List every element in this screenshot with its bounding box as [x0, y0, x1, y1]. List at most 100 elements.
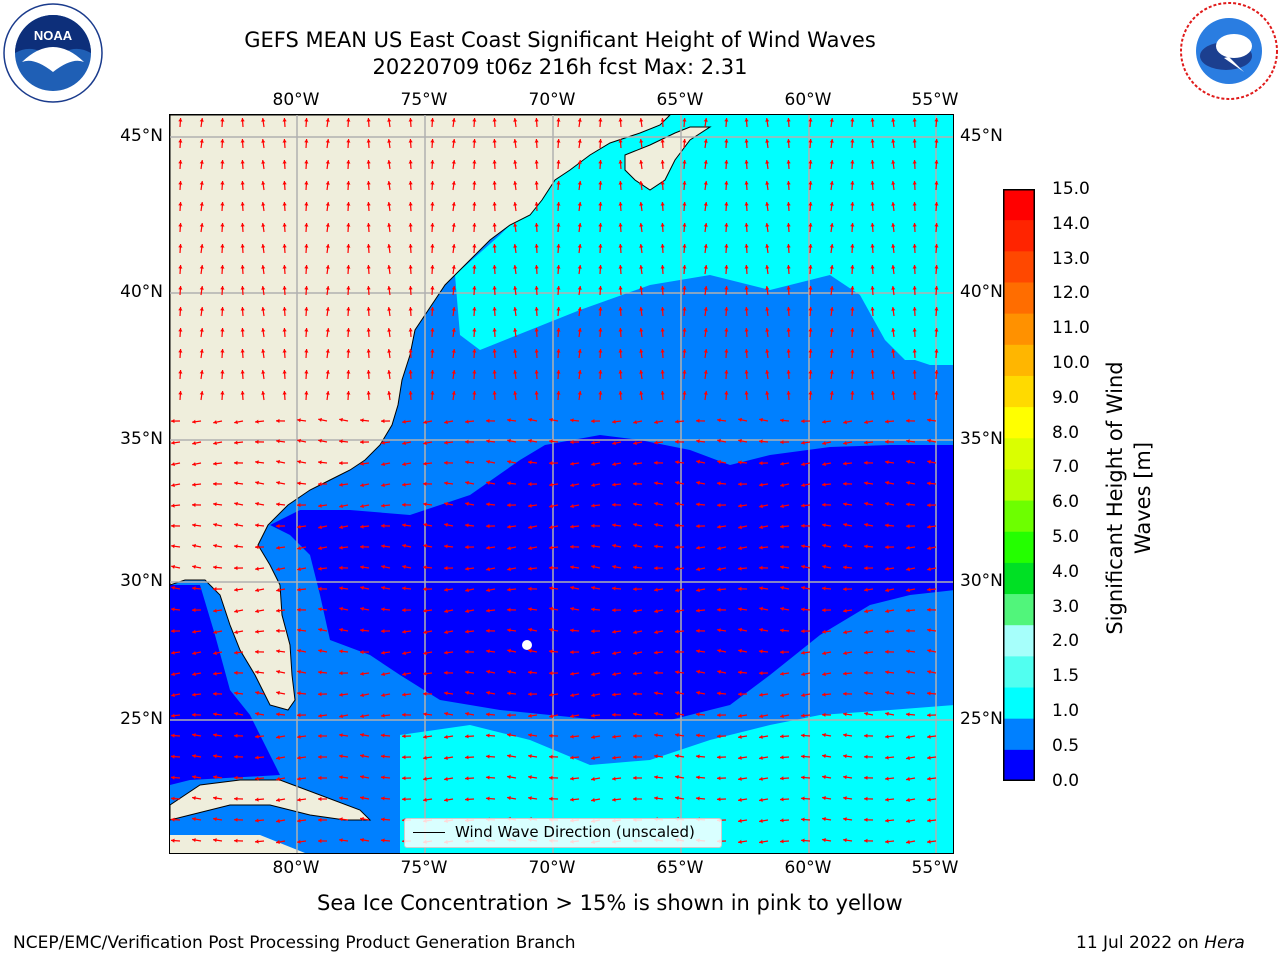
wave-arrow-head — [465, 690, 469, 695]
wave-arrow-head — [618, 265, 623, 269]
wave-arrow-head — [912, 307, 917, 311]
wave-arrow-head — [240, 160, 245, 164]
wave-arrow-head — [451, 349, 456, 353]
wave-arrow-head — [556, 202, 561, 206]
lon-tick-bottom-80w: 80°W — [272, 858, 320, 878]
lon-tick-top-70w: 70°W — [528, 90, 576, 110]
wave-arrow-head — [801, 544, 805, 549]
lat-tick-left-30n: 30°N — [120, 571, 163, 591]
wave-arrow-head — [639, 244, 644, 248]
wave-arrow-head — [261, 307, 266, 311]
wave-arrow-head — [717, 546, 721, 551]
wave-arrow-head — [430, 265, 435, 269]
wave-arrow-head — [297, 755, 301, 760]
wave-arrow-head — [492, 349, 497, 353]
wave-arrow-head — [507, 648, 511, 653]
wave-arrow-head — [192, 754, 196, 759]
colorbar-frame — [1003, 189, 1035, 781]
colorbar-tick-label: 1.5 — [1052, 666, 1080, 687]
wave-arrow-head — [717, 418, 721, 423]
wave-arrow-head — [444, 711, 448, 716]
wave-arrow-head — [360, 775, 364, 780]
wave-arrow-head — [850, 244, 855, 248]
wave-arrow-head — [549, 649, 553, 654]
wave-arrow-head — [171, 585, 175, 590]
wave-arrow-head — [864, 420, 868, 425]
wave-arrow-head — [912, 391, 917, 395]
wave-arrow-head — [633, 565, 637, 570]
wave-arrow-head — [696, 796, 700, 801]
wave-arrow-head — [220, 118, 225, 122]
wave-arrow-head — [885, 690, 889, 695]
wave-arrow-head — [220, 391, 225, 395]
wave-arrow-head — [927, 755, 931, 760]
wave-arrow-head — [178, 349, 183, 353]
wave-arrow-head — [744, 244, 749, 248]
wave-arrow-head — [430, 118, 435, 122]
wave-arrow-head — [472, 307, 477, 311]
wave-arrow-head — [192, 651, 196, 656]
wave-arrow-head — [912, 286, 917, 290]
wave-arrow-head — [570, 776, 574, 781]
wave-arrow-head — [780, 524, 784, 529]
wave-arrow-head — [178, 307, 183, 311]
wave-arrow-head — [717, 587, 721, 592]
wave-arrow-head — [387, 181, 392, 185]
wave-arrow-head — [654, 733, 658, 738]
wave-arrow-head — [696, 628, 700, 633]
wave-arrow-head — [171, 544, 175, 549]
wave-arrow-head — [472, 118, 477, 122]
wave-arrow-head — [717, 755, 721, 760]
wave-arrow-head — [927, 524, 931, 529]
wave-arrow-head — [724, 370, 729, 374]
wave-arrow-head — [744, 328, 749, 332]
wave-arrow-head — [675, 711, 679, 716]
wave-arrow-head — [891, 286, 896, 290]
wave-arrow-head — [304, 139, 309, 143]
wave-arrow-head — [724, 223, 729, 227]
wave-arrow-head — [780, 565, 784, 570]
wave-arrow-head — [801, 483, 805, 488]
wave-arrow-head — [402, 734, 406, 739]
wave-arrow-head — [654, 691, 658, 696]
wave-arrow-head — [220, 349, 225, 353]
wave-arrow-head — [549, 565, 553, 570]
wave-arrow-head — [885, 480, 889, 485]
wave-arrow-head — [549, 714, 553, 719]
wave-arrow-head — [366, 181, 371, 185]
wave-arrow-head — [423, 776, 427, 781]
wave-arrow-head — [633, 733, 637, 738]
legend-line-sample — [413, 832, 445, 833]
wave-arrow-head — [696, 502, 700, 507]
wave-arrow-head — [765, 307, 770, 311]
wave-arrow-head — [786, 265, 791, 269]
wave-arrow-head — [618, 244, 623, 248]
wave-arrow-head — [633, 522, 637, 527]
wave-arrow-head — [513, 328, 518, 332]
colorbar-tick-label: 3.0 — [1052, 596, 1080, 617]
wave-arrow-head — [549, 482, 553, 487]
wave-arrow-head — [906, 797, 910, 802]
wave-arrow-head — [850, 370, 855, 374]
wave-arrow-head — [387, 244, 392, 248]
wave-arrow-head — [696, 712, 700, 717]
wave-arrow-head — [801, 462, 805, 467]
wave-arrow-head — [451, 202, 456, 206]
wave-arrow-head — [759, 797, 763, 802]
wave-arrow-head — [696, 459, 700, 464]
wave-arrow-head — [255, 439, 259, 444]
wave-arrow-head — [556, 118, 561, 122]
wave-arrow-head — [213, 754, 217, 759]
wave-arrow-head — [366, 160, 371, 164]
wave-arrow-head — [276, 839, 280, 844]
wave-arrow-head — [276, 649, 280, 654]
lon-tick-top-75w: 75°W — [400, 90, 448, 110]
wave-arrow-head — [843, 691, 847, 696]
wave-arrow-head — [282, 160, 287, 164]
wave-arrow-head — [276, 755, 280, 760]
wave-arrow-head — [850, 160, 855, 164]
wave-arrow-head — [213, 502, 217, 507]
wave-arrow-head — [850, 202, 855, 206]
wave-arrow-head — [199, 160, 204, 164]
wave-arrow-head — [255, 523, 259, 528]
